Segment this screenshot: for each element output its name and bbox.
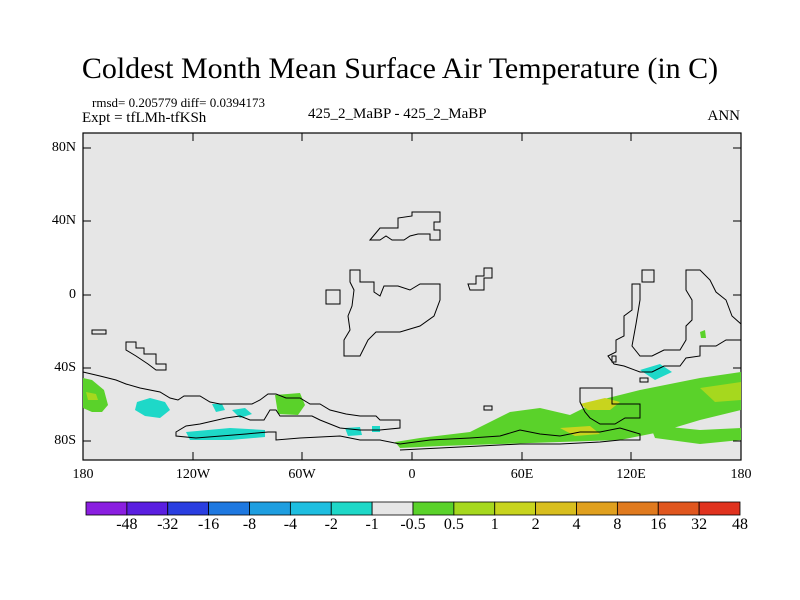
colorbar-swatch [289,501,332,516]
coastline [641,269,655,283]
colorbar-label: 0.5 [443,516,464,533]
x-tick-label: 120W [175,467,211,482]
anomaly-patch [700,330,706,338]
axis-ticks [83,133,741,460]
colorbar-label: 2 [531,516,540,533]
y-tick-label: 0 [69,287,76,302]
colorbar-label: -4 [283,516,298,533]
colorbar-swatch [330,501,373,516]
coastline [611,355,617,363]
y-tick-label: 40N [51,213,76,228]
coastline [639,377,649,383]
coastline [82,371,641,451]
colorbar-swatch [494,501,537,516]
plot-title: Coldest Month Mean Surface Air Temperatu… [81,52,719,85]
colorbar-swatch [616,501,659,516]
colorbar-swatch [85,501,128,516]
x-tick-label: 60W [288,467,316,482]
season-label: ANN [707,108,741,124]
anomaly-patch [135,398,170,418]
colorbar-label: -16 [197,516,220,533]
x-tick-label: 180 [730,467,752,482]
colorbar-swatch [249,501,291,516]
colorbar-label: -2 [324,516,338,533]
colorbar-label: -48 [116,516,138,533]
x-tick-label: 120E [616,467,646,482]
anomaly-patch [580,398,620,410]
y-tick-label: 80N [51,140,76,155]
x-tick-label: 180 [72,467,94,482]
colorbar-swatch [698,501,741,516]
coastline [125,341,167,371]
anomaly-patch [86,392,98,400]
coastline [343,269,441,357]
coastline [91,329,107,335]
colorbar-label: 48 [732,516,748,533]
coastline [368,211,441,241]
coastline [579,387,641,425]
coastline [607,269,742,373]
colorbar-swatch [371,501,414,516]
colorbar-swatch [167,501,210,516]
anomaly-patch [232,408,252,418]
anomaly-patch [560,426,600,436]
coastline [325,289,341,305]
colorbar-swatch [208,501,250,516]
colorbar-label: -0.5 [400,516,426,533]
anomaly-patch [212,404,225,412]
coastlines [82,211,742,451]
anomaly-patch [640,364,672,380]
colorbar-label: 32 [691,516,708,533]
y-tick-label: 80S [54,433,76,448]
colorbar-label: -32 [157,516,179,533]
anomaly-patch [650,425,741,444]
colorbar-label: -1 [365,516,379,533]
case-label: 425_2_MaBP - 425_2_MaBP [308,106,487,122]
colorbar-swatch [535,501,577,516]
colorbar-swatch [657,501,700,516]
anomaly-patch [700,382,741,402]
colorbar-swatch [412,501,455,516]
colorbar-label: 1 [490,516,499,533]
colorbar-label: 8 [613,516,622,533]
colorbar-swatch [453,501,496,516]
y-tick-label: 40S [54,360,76,375]
stats-text: rmsd= 0.205779 diff= 0.0394173 [92,95,265,110]
coastline [467,267,493,291]
experiment-label: Expt = tfLMh-tfKSh [82,110,207,126]
x-tick-label: 0 [408,467,416,482]
colorbar-swatch [126,501,169,516]
colorbar-swatch [576,501,618,516]
x-tick-label: 60E [510,467,534,482]
colorbar-label: 4 [572,516,581,533]
coastline [483,405,493,411]
colorbar-label: 16 [650,516,667,533]
colorbar-label: -8 [242,516,257,533]
